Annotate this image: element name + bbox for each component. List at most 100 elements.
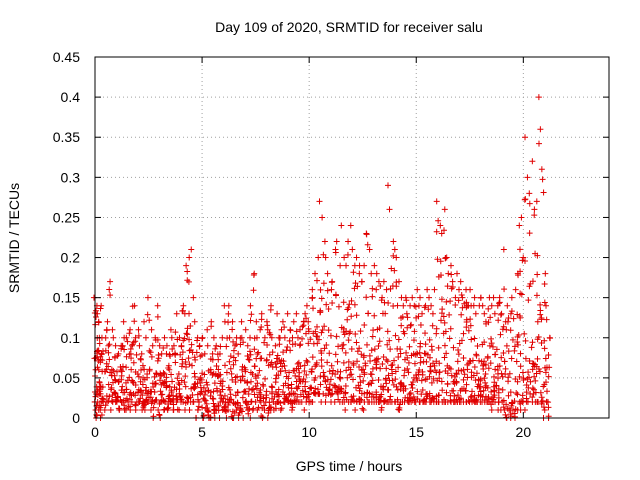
data-point <box>541 345 548 352</box>
data-point <box>488 302 495 309</box>
data-point <box>285 382 292 389</box>
data-point <box>369 365 376 372</box>
data-point <box>452 301 459 308</box>
data-point <box>132 402 139 409</box>
data-point <box>103 392 110 399</box>
data-point <box>226 334 233 341</box>
data-point <box>453 379 460 386</box>
data-point <box>213 363 220 370</box>
data-point <box>361 390 368 397</box>
data-point <box>435 217 442 224</box>
data-point <box>211 410 218 417</box>
data-point <box>258 310 265 317</box>
data-point <box>526 358 533 365</box>
data-point <box>163 382 170 389</box>
data-point <box>299 387 306 394</box>
data-point <box>511 347 518 354</box>
data-point <box>477 294 484 301</box>
data-point <box>119 383 126 390</box>
data-point <box>354 283 361 290</box>
data-point <box>496 299 503 306</box>
data-point <box>516 222 523 229</box>
data-point <box>258 316 265 323</box>
data-point <box>267 331 274 338</box>
data-point <box>448 271 455 278</box>
x-tick-label: 20 <box>516 424 532 440</box>
data-point <box>191 383 198 390</box>
data-point <box>139 392 146 399</box>
data-point <box>490 373 497 380</box>
data-point <box>185 355 192 362</box>
data-point <box>384 341 391 348</box>
data-point <box>378 404 385 411</box>
data-point <box>392 332 399 339</box>
data-point <box>524 174 531 181</box>
data-point <box>514 338 521 345</box>
data-point <box>255 404 262 411</box>
data-point <box>154 313 161 320</box>
y-tick-label: 0.45 <box>53 49 80 65</box>
data-point <box>359 405 366 412</box>
data-point <box>422 341 429 348</box>
data-point <box>321 345 328 352</box>
data-point <box>154 336 161 343</box>
data-point <box>492 351 499 358</box>
data-point <box>157 388 164 395</box>
data-point <box>360 366 367 373</box>
data-point <box>261 334 268 341</box>
data-point <box>146 366 153 373</box>
data-point <box>401 330 408 337</box>
data-point <box>487 360 494 367</box>
x-axis-label: GPS time / hours <box>296 458 403 474</box>
data-point <box>516 373 523 380</box>
data-point <box>178 363 185 370</box>
data-point <box>191 318 198 325</box>
data-point <box>263 356 270 363</box>
data-point <box>394 396 401 403</box>
data-point <box>327 332 334 339</box>
data-point <box>177 393 184 400</box>
data-point <box>316 198 323 205</box>
data-point <box>113 397 120 404</box>
data-point <box>323 301 330 308</box>
data-point <box>419 310 426 317</box>
data-point <box>508 399 515 406</box>
data-point <box>479 362 486 369</box>
data-point <box>441 354 448 361</box>
data-point <box>481 358 488 365</box>
data-point <box>511 343 518 350</box>
data-point <box>263 388 270 395</box>
data-point <box>276 341 283 348</box>
data-point <box>395 336 402 343</box>
data-point <box>388 265 395 272</box>
data-point <box>267 306 274 313</box>
data-point <box>500 349 507 356</box>
data-point <box>467 394 474 401</box>
data-point <box>522 134 529 141</box>
data-point <box>384 182 391 189</box>
data-point <box>542 270 549 277</box>
data-point <box>136 342 143 349</box>
data-point <box>418 377 425 384</box>
data-point <box>364 241 371 248</box>
data-point <box>408 321 415 328</box>
data-point <box>545 399 552 406</box>
data-point <box>309 294 316 301</box>
data-point <box>461 371 468 378</box>
data-point <box>495 317 502 324</box>
data-point <box>522 257 529 264</box>
data-point <box>453 371 460 378</box>
data-point <box>379 360 386 367</box>
data-point <box>209 356 216 363</box>
data-point <box>187 394 194 401</box>
data-point <box>326 386 333 393</box>
data-point <box>344 374 351 381</box>
data-point <box>272 405 279 412</box>
data-point <box>232 374 239 381</box>
data-point <box>404 365 411 372</box>
data-point <box>341 254 348 261</box>
data-point <box>314 333 321 340</box>
data-point <box>538 316 545 323</box>
data-point <box>299 323 306 330</box>
data-point <box>282 367 289 374</box>
